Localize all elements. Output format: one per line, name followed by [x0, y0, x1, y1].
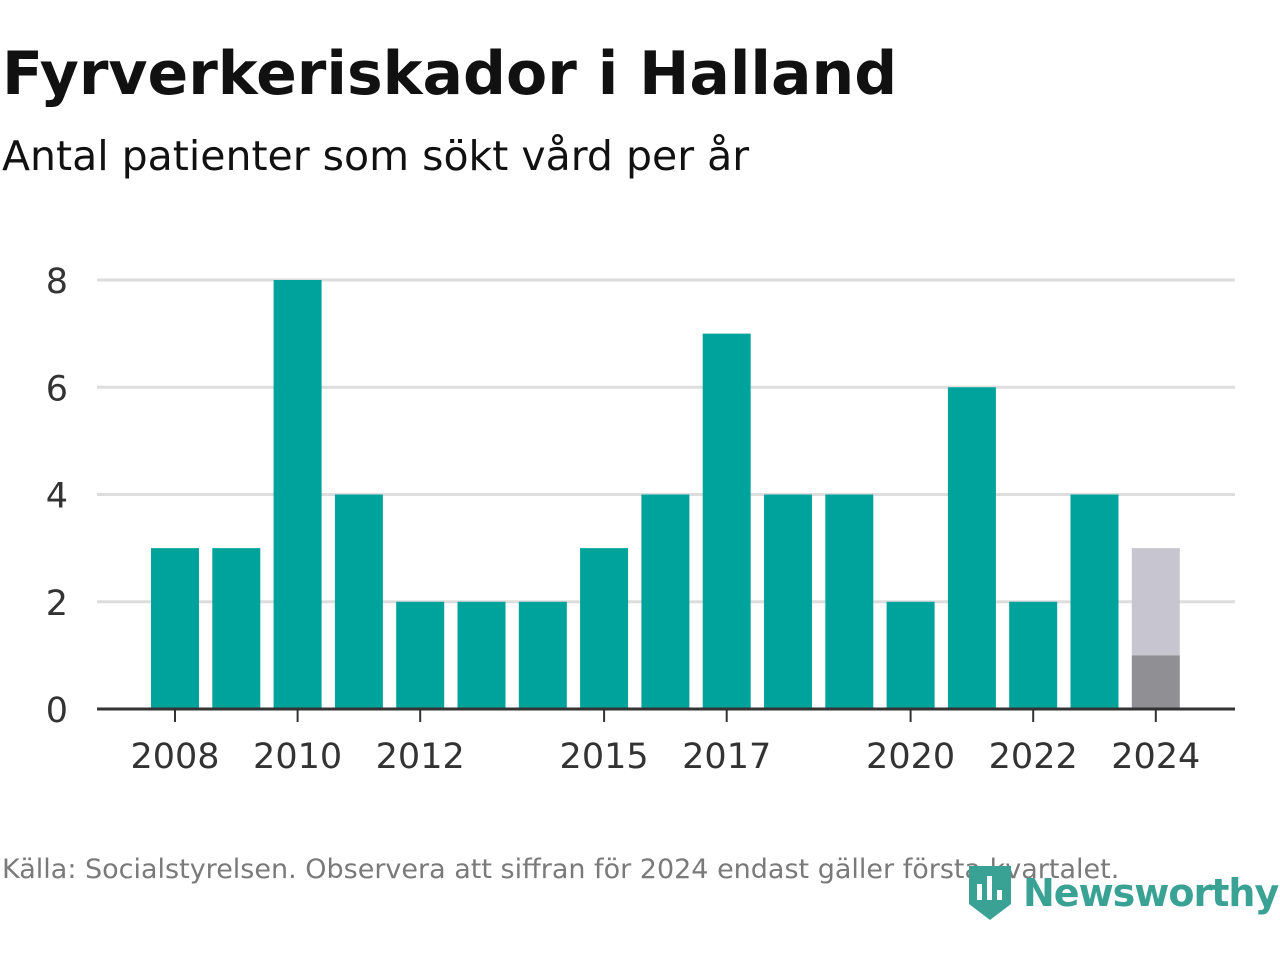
bar-2010 [273, 280, 322, 709]
x-tick-label: 2020 [866, 737, 955, 777]
bar-2012 [396, 601, 445, 709]
x-tick-label: 2024 [1111, 737, 1200, 777]
bar-remainder-2024 [1131, 548, 1180, 656]
bar-2018 [764, 494, 812, 709]
bar-2013 [457, 601, 506, 709]
bar-2008 [151, 548, 199, 709]
bar-chart: 0 2 4 6 8 2008 2010 2012 2015 2017 2020 2022 2024 [46, 262, 1235, 777]
y-tick-label: 0 [46, 691, 68, 731]
bar-2021 [947, 387, 996, 709]
bar-2011 [334, 494, 383, 709]
bar-2020 [886, 601, 935, 709]
x-tick-label: 2008 [130, 737, 219, 777]
x-tick-label: 2012 [376, 737, 465, 777]
bar-2017 [702, 333, 751, 709]
x-tick-label: 2015 [560, 737, 649, 777]
y-tick-label: 6 [46, 369, 68, 409]
source-note: Källa: Socialstyrelsen. Observera att si… [2, 854, 1120, 885]
x-tick-label: 2022 [989, 737, 1078, 777]
bar-2023 [1070, 494, 1119, 709]
x-tick-label: 2017 [682, 737, 771, 777]
bar-2015 [580, 548, 629, 709]
newsworthy-logo: Newsworthy [965, 862, 1279, 924]
y-tick-label: 8 [46, 262, 68, 302]
chart-title: Fyrverkeriskador i Halland [2, 39, 898, 109]
bar-2009 [212, 548, 261, 709]
bar-2019 [825, 494, 874, 709]
newsworthy-logo-icon [969, 866, 1011, 920]
bar-2016 [641, 494, 690, 709]
bar-2014 [518, 601, 567, 709]
logo-text: Newsworthy [1023, 871, 1279, 915]
y-tick-label: 2 [46, 584, 68, 624]
x-tick-label: 2010 [253, 737, 342, 777]
chart-subtitle: Antal patienter som sökt vård per år [2, 132, 750, 180]
bar-2022 [1009, 601, 1058, 709]
y-tick-label: 4 [46, 477, 68, 517]
bar-2024 [1131, 655, 1180, 709]
